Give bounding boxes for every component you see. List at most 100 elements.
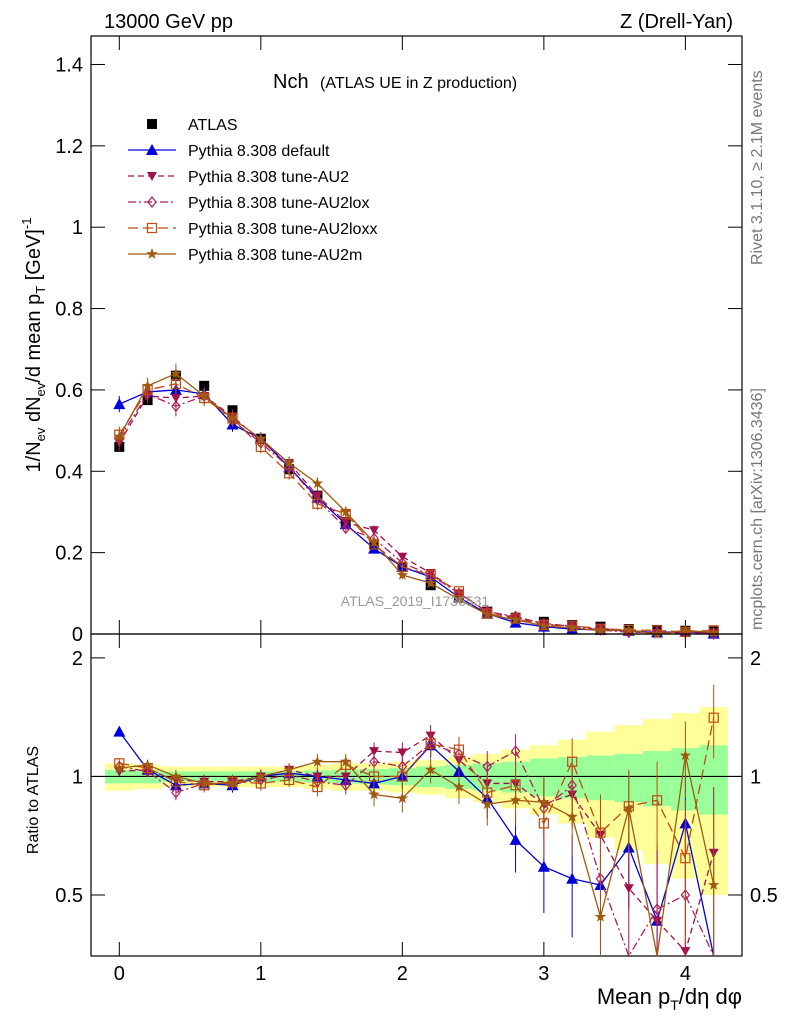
ratio-point-AU2m (141, 758, 154, 770)
main-point-AU2m (170, 367, 182, 379)
ratio-ytick-label: 2 (72, 648, 83, 670)
main-point-AU2m (141, 379, 154, 391)
main-point-AU2m (340, 506, 352, 517)
main-ytick-label: 0.8 (55, 299, 83, 321)
ratio-series-line-AU2 (119, 734, 715, 953)
main-point-AU2m (255, 432, 267, 444)
main-point-AU2m (226, 412, 239, 424)
ratio-point-AU2loxx (651, 795, 663, 806)
ratio-point-AU2m (283, 763, 295, 775)
ratio-point-AU2loxx (680, 853, 691, 864)
main-point-AU2m (396, 569, 409, 580)
legend-label-default: Pythia 8.308 default (188, 143, 330, 160)
ratio-point-AU2 (397, 748, 408, 758)
ratio-ytick-label-right: 0.5 (750, 885, 778, 907)
ratio-point-AU2m (481, 798, 493, 810)
ratio-point-AU2m (255, 770, 267, 782)
ratio-band-inner (586, 755, 615, 801)
ratio-xtick-label: 2 (397, 963, 408, 985)
ratio-point-AU2m (708, 879, 720, 890)
header-right: Z (Drell-Yan) (620, 11, 733, 33)
main-point-AU2m (311, 477, 324, 489)
ratio-point-AU2m (198, 777, 210, 789)
ratio-ytick-label-right: 2 (750, 648, 761, 670)
main-ytick-label: 0 (72, 624, 83, 646)
main-ytick-label: 1 (72, 217, 83, 239)
header-left: 13000 GeV pp (104, 11, 233, 33)
ratio-ytick-label: 0.5 (55, 885, 83, 907)
legend-label-atlas: ATLAS (188, 117, 238, 134)
ratio-point-AU2loxx (425, 738, 436, 749)
legend-label-AU2lox: Pythia 8.308 tune-AU2lox (188, 195, 369, 212)
main-point-AU2m (368, 536, 380, 548)
mcplots-label: mcplots.cern.ch [arXiv:1306.3436] (749, 388, 766, 630)
main-point-AU2m (198, 390, 210, 401)
legend-label-AU2m: Pythia 8.308 tune-AU2m (188, 247, 362, 264)
main-series-line-AU2loxx (118, 383, 714, 633)
main-ylabel: 1/Nev dNev/d mean pT [GeV]-1 (19, 218, 48, 473)
ratio-point-AU2m (396, 792, 409, 804)
main-point-AU2 (369, 526, 380, 536)
main-point-AU2lox (340, 522, 351, 535)
main-point-AU2m (594, 624, 607, 636)
ratio-point-AU2lox (340, 779, 351, 792)
ratio-point-AU2loxx (397, 771, 408, 782)
main-point-AU2lox (142, 388, 153, 400)
ratio-panel: 0.5 0.5 1 1 2 2 0 1 2 3 4 (55, 633, 778, 985)
ratio-point-AU2m (453, 781, 465, 792)
ratio-point-AU2lox (482, 760, 493, 773)
main-point-AU2m (679, 624, 692, 636)
ratio-point-AU2m (566, 810, 578, 822)
ratio-point-AU2m (509, 794, 522, 806)
ratio-point-default (566, 872, 579, 884)
legend-marker-AU2loxx (146, 222, 158, 234)
main-point-AU2m (113, 430, 125, 442)
ratio-point-AU2m (368, 788, 380, 800)
ratio-point-AU2loxx (368, 771, 380, 782)
ratio-point-AU2lox (652, 903, 662, 916)
ratio-point-default (537, 860, 550, 872)
main-ytick-label: 0.6 (55, 380, 83, 402)
main-point-AU2m (283, 457, 295, 468)
ratio-point-AU2m (226, 777, 239, 789)
ratio-ylabel: Ratio to ATLAS (25, 746, 42, 854)
legend-marker-atlas (147, 119, 157, 129)
ratio-point-AU2m (340, 755, 352, 767)
ratio-ytick-label-right: 1 (750, 766, 761, 788)
ratio-point-AU2m (594, 910, 607, 922)
main-point-AU2loxx (567, 620, 578, 631)
ratio-xtick-label: 1 (255, 963, 266, 985)
main-series-line-AU2m (118, 372, 714, 635)
ratio-point-AU2m (113, 762, 125, 773)
main-point-AU2m (453, 593, 465, 605)
legend-marker-default (146, 144, 158, 155)
main-ytick-label: 1.4 (55, 54, 83, 76)
ratio-point-AU2lox (510, 745, 521, 758)
ratio-ytick-label: 1 (72, 766, 83, 788)
main-ytick-label: 1.2 (55, 136, 83, 158)
legend-marker-AU2m (146, 248, 158, 259)
ratio-point-AU2loxx (708, 712, 719, 723)
main-ytick-label: 0.4 (55, 461, 83, 483)
main-point-AU2lox (171, 400, 181, 413)
x-axis-label: Mean pT/dη dφ (597, 984, 742, 1013)
legend-label-AU2loxx: Pythia 8.308 tune-AU2loxx (188, 221, 377, 238)
main-point-AU2m (509, 613, 522, 625)
ratio-xtick-label: 3 (538, 963, 549, 985)
main-series-line-AU2lox (118, 393, 714, 635)
chart-subtitle: (ATLAS UE in Z production) (320, 75, 517, 92)
ratio-point-AU2loxx (567, 756, 578, 767)
legend-marker-AU2lox (147, 196, 157, 208)
main-panel: 0 0.2 0.4 0.6 0.8 1 1.2 1.4 ATLAS Pythia 8.308 de… (55, 35, 743, 646)
ratio-series-line-AU2m (119, 755, 715, 957)
ratio-series-line-AU2loxx (119, 717, 715, 861)
ratio-point-AU2m (424, 763, 437, 775)
main-point-default (113, 398, 126, 410)
ratio-point-default (113, 725, 126, 737)
ratio-point-AU2m (170, 770, 182, 782)
ratio-point-AU2loxx (595, 827, 606, 838)
ratio-point-default (509, 833, 522, 845)
ratio-point-AU2m (538, 796, 550, 808)
legend: ATLAS Pythia 8.308 default Pythia 8.308 tu… (128, 117, 377, 264)
ratio-frame (90, 633, 743, 957)
